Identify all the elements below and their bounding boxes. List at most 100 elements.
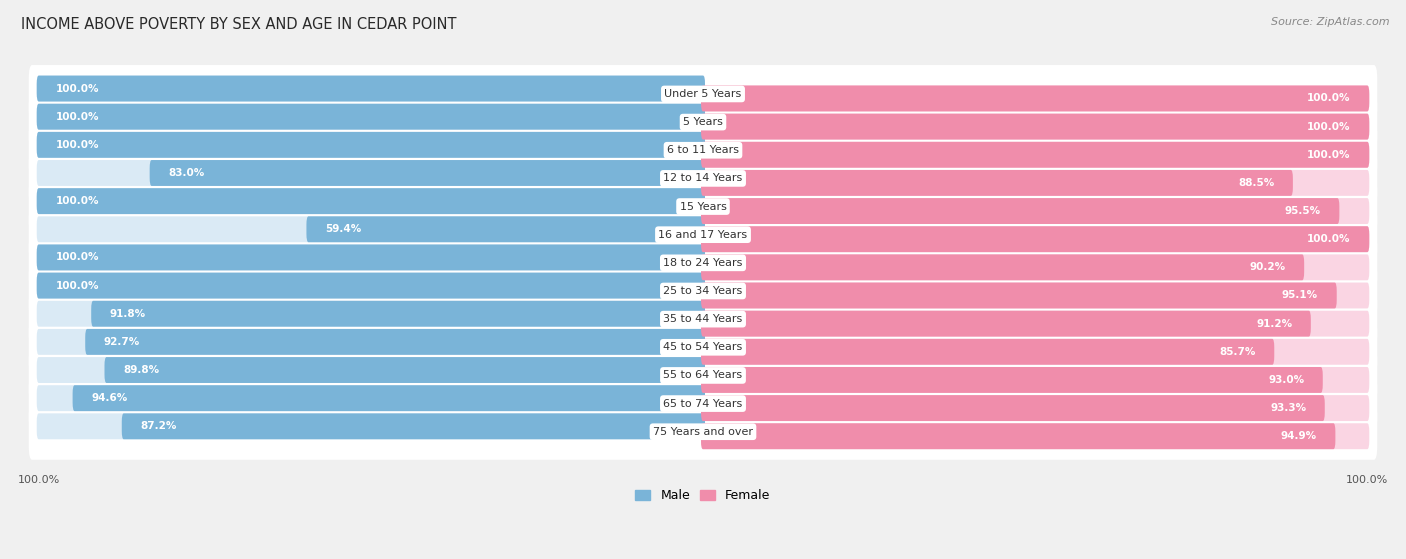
FancyBboxPatch shape [28,318,1378,375]
Legend: Male, Female: Male, Female [630,485,776,508]
Text: 88.5%: 88.5% [1239,178,1274,188]
Text: 100.0%: 100.0% [1308,234,1351,244]
FancyBboxPatch shape [702,226,1369,252]
FancyBboxPatch shape [149,160,704,186]
Text: 100.0%: 100.0% [55,140,98,150]
FancyBboxPatch shape [702,339,1274,364]
FancyBboxPatch shape [28,403,1378,459]
Text: 55 to 64 Years: 55 to 64 Years [664,371,742,381]
FancyBboxPatch shape [37,244,704,271]
FancyBboxPatch shape [37,188,704,214]
Text: 94.9%: 94.9% [1281,431,1317,441]
Text: Under 5 Years: Under 5 Years [665,89,741,99]
FancyBboxPatch shape [73,385,704,411]
FancyBboxPatch shape [702,113,1369,140]
FancyBboxPatch shape [702,113,1369,140]
FancyBboxPatch shape [28,262,1378,319]
Text: 65 to 74 Years: 65 to 74 Years [664,399,742,409]
FancyBboxPatch shape [37,301,704,326]
Text: 100.0%: 100.0% [55,196,98,206]
FancyBboxPatch shape [702,86,1369,111]
FancyBboxPatch shape [28,290,1378,347]
Text: 6 to 11 Years: 6 to 11 Years [666,145,740,155]
FancyBboxPatch shape [28,93,1378,150]
Text: 93.0%: 93.0% [1268,375,1305,385]
FancyBboxPatch shape [37,160,704,186]
FancyBboxPatch shape [702,282,1337,309]
Text: 90.2%: 90.2% [1250,262,1285,272]
FancyBboxPatch shape [702,254,1305,280]
FancyBboxPatch shape [91,301,704,326]
FancyBboxPatch shape [28,65,1378,122]
Text: 18 to 24 Years: 18 to 24 Years [664,258,742,268]
Text: 91.8%: 91.8% [110,309,146,319]
FancyBboxPatch shape [702,170,1369,196]
FancyBboxPatch shape [37,273,704,299]
FancyBboxPatch shape [702,339,1369,364]
FancyBboxPatch shape [37,273,704,299]
FancyBboxPatch shape [28,178,1378,235]
Text: 100.0%: 100.0% [1308,93,1351,103]
FancyBboxPatch shape [702,198,1340,224]
FancyBboxPatch shape [37,75,704,102]
FancyBboxPatch shape [702,367,1369,393]
FancyBboxPatch shape [28,234,1378,291]
FancyBboxPatch shape [37,244,704,271]
Text: 59.4%: 59.4% [325,224,361,234]
Text: 87.2%: 87.2% [141,421,177,432]
FancyBboxPatch shape [104,357,704,383]
FancyBboxPatch shape [37,104,704,130]
FancyBboxPatch shape [702,367,1323,393]
Text: Source: ZipAtlas.com: Source: ZipAtlas.com [1271,17,1389,27]
FancyBboxPatch shape [702,282,1369,309]
FancyBboxPatch shape [702,226,1369,252]
FancyBboxPatch shape [37,132,704,158]
Text: 95.1%: 95.1% [1282,291,1317,301]
Text: 5 Years: 5 Years [683,117,723,127]
FancyBboxPatch shape [37,132,704,158]
FancyBboxPatch shape [28,149,1378,206]
FancyBboxPatch shape [37,385,704,411]
FancyBboxPatch shape [122,413,704,439]
FancyBboxPatch shape [37,329,704,355]
FancyBboxPatch shape [28,347,1378,404]
FancyBboxPatch shape [28,121,1378,178]
FancyBboxPatch shape [37,216,704,242]
FancyBboxPatch shape [28,206,1378,263]
Text: 85.7%: 85.7% [1219,347,1256,357]
FancyBboxPatch shape [702,142,1369,168]
FancyBboxPatch shape [28,375,1378,432]
FancyBboxPatch shape [702,254,1369,280]
FancyBboxPatch shape [37,75,704,102]
Text: 94.6%: 94.6% [91,393,128,403]
FancyBboxPatch shape [702,86,1369,111]
FancyBboxPatch shape [37,413,704,439]
Text: 95.5%: 95.5% [1285,206,1320,216]
Text: 100.0%: 100.0% [55,83,98,93]
FancyBboxPatch shape [307,216,704,242]
Text: 100.0%: 100.0% [1308,122,1351,131]
FancyBboxPatch shape [702,395,1324,421]
FancyBboxPatch shape [702,170,1294,196]
Text: 12 to 14 Years: 12 to 14 Years [664,173,742,183]
Text: 35 to 44 Years: 35 to 44 Years [664,314,742,324]
FancyBboxPatch shape [37,188,704,214]
Text: 100.0%: 100.0% [55,253,98,262]
Text: 100.0%: 100.0% [55,112,98,122]
Text: 100.0%: 100.0% [55,281,98,291]
Text: 92.7%: 92.7% [104,337,141,347]
FancyBboxPatch shape [702,423,1369,449]
Text: 25 to 34 Years: 25 to 34 Years [664,286,742,296]
Text: 93.3%: 93.3% [1270,403,1306,413]
Text: 83.0%: 83.0% [169,168,204,178]
Text: INCOME ABOVE POVERTY BY SEX AND AGE IN CEDAR POINT: INCOME ABOVE POVERTY BY SEX AND AGE IN C… [21,17,457,32]
FancyBboxPatch shape [702,423,1336,449]
Text: 15 Years: 15 Years [679,202,727,211]
Text: 16 and 17 Years: 16 and 17 Years [658,230,748,240]
FancyBboxPatch shape [702,395,1369,421]
Text: 100.0%: 100.0% [1308,150,1351,160]
Text: 45 to 54 Years: 45 to 54 Years [664,342,742,352]
FancyBboxPatch shape [86,329,704,355]
FancyBboxPatch shape [702,311,1369,337]
FancyBboxPatch shape [37,104,704,130]
